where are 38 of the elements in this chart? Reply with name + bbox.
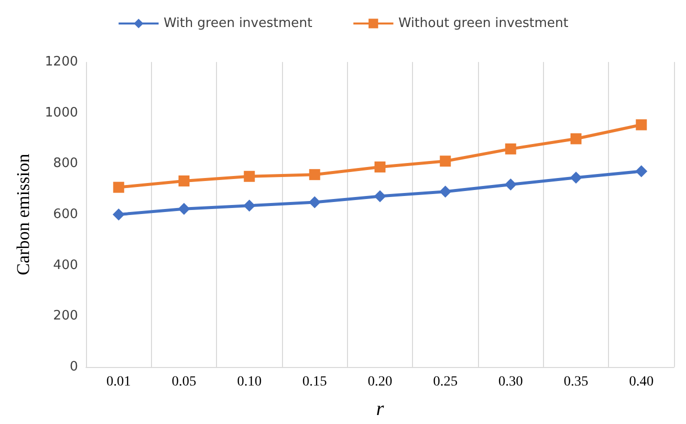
point	[505, 143, 516, 154]
x-tick-label: 0.05	[172, 374, 196, 390]
legend-label: Without green investment	[398, 16, 568, 31]
x-tick-label: 0.30	[498, 374, 523, 390]
point	[309, 169, 320, 180]
y-tick-label: 600	[53, 207, 78, 222]
point	[374, 161, 386, 172]
x-tick-label: 0.01	[106, 374, 131, 390]
point	[570, 172, 582, 184]
point	[113, 182, 124, 193]
point	[439, 186, 452, 198]
y-axis-title: Carbon emission	[13, 154, 33, 276]
y-tick-label: 1200	[44, 54, 78, 70]
point	[374, 190, 386, 202]
point	[112, 208, 125, 220]
point	[243, 200, 256, 212]
point	[178, 175, 190, 186]
x-tick-label: 0.35	[564, 374, 588, 390]
x-tick-label: 0.10	[237, 374, 262, 390]
y-tick-label: 1000	[44, 105, 78, 120]
point	[570, 133, 582, 144]
point	[635, 165, 648, 178]
point	[244, 170, 255, 182]
point	[636, 119, 647, 130]
point	[178, 202, 190, 215]
point	[504, 178, 517, 191]
y-tick-label: 800	[53, 156, 78, 172]
x-tick-label: 0.25	[433, 374, 458, 390]
y-tick-label: 200	[53, 308, 78, 324]
x-tick-label: 0.20	[368, 374, 392, 390]
x-axis-title: r	[376, 398, 384, 420]
legend-label: With green investment	[164, 16, 312, 31]
y-tick-label: 400	[53, 258, 78, 273]
x-tick-label: 0.15	[302, 374, 327, 390]
y-tick-label: 0	[70, 360, 78, 374]
point	[308, 196, 321, 208]
x-tick-label: 0.40	[629, 374, 654, 390]
point	[440, 156, 451, 167]
